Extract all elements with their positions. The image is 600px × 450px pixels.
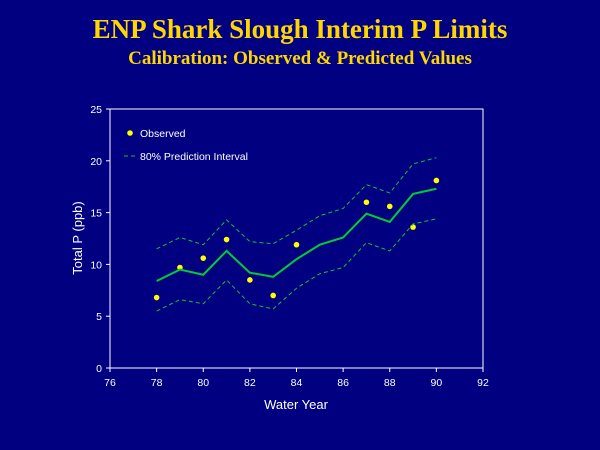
observed-point xyxy=(293,241,300,248)
observed-point xyxy=(433,177,440,184)
x-tick-label: 86 xyxy=(337,377,349,389)
legend-observed-label: Observed xyxy=(140,128,186,140)
y-tick-label: 5 xyxy=(96,311,102,323)
y-tick-label: 20 xyxy=(90,156,102,168)
legend-observed-marker xyxy=(127,130,133,136)
slide-title: ENP Shark Slough Interim P Limits xyxy=(92,14,508,44)
y-tick-label: 0 xyxy=(96,363,102,375)
x-axis-label: Water Year xyxy=(264,397,329,412)
y-tick-label: 15 xyxy=(90,208,102,220)
x-tick-label: 84 xyxy=(291,377,303,389)
legend: Observed 80% Prediction Interval xyxy=(124,128,248,163)
x-tick-label: 78 xyxy=(151,377,163,389)
observed-point xyxy=(200,255,207,261)
x-tick-label: 82 xyxy=(244,377,256,389)
y-axis-label: Total P (ppb) xyxy=(70,201,85,274)
x-tick-label: 90 xyxy=(431,377,443,389)
lower-interval-line xyxy=(156,218,437,312)
observed-point xyxy=(247,277,253,283)
y-tick-label: 25 xyxy=(90,104,102,116)
observed-point xyxy=(153,294,160,301)
y-tick-label: 10 xyxy=(90,259,102,271)
observed-point xyxy=(223,236,230,243)
x-tick-label: 80 xyxy=(197,377,209,389)
x-tick-label: 88 xyxy=(384,377,396,389)
observed-point xyxy=(363,199,370,206)
x-tick-label: 92 xyxy=(477,377,489,389)
slide-subtitle: Calibration: Observed & Predicted Values xyxy=(128,48,472,69)
observed-point xyxy=(270,292,276,299)
observed-point xyxy=(410,224,416,230)
observed-point xyxy=(386,203,393,210)
plot-frame xyxy=(109,108,484,369)
predicted-line xyxy=(156,187,437,282)
legend-interval-label: 80% Prediction Interval xyxy=(140,151,248,163)
x-tick-label: 76 xyxy=(104,377,116,389)
upper-interval-line xyxy=(156,157,437,250)
